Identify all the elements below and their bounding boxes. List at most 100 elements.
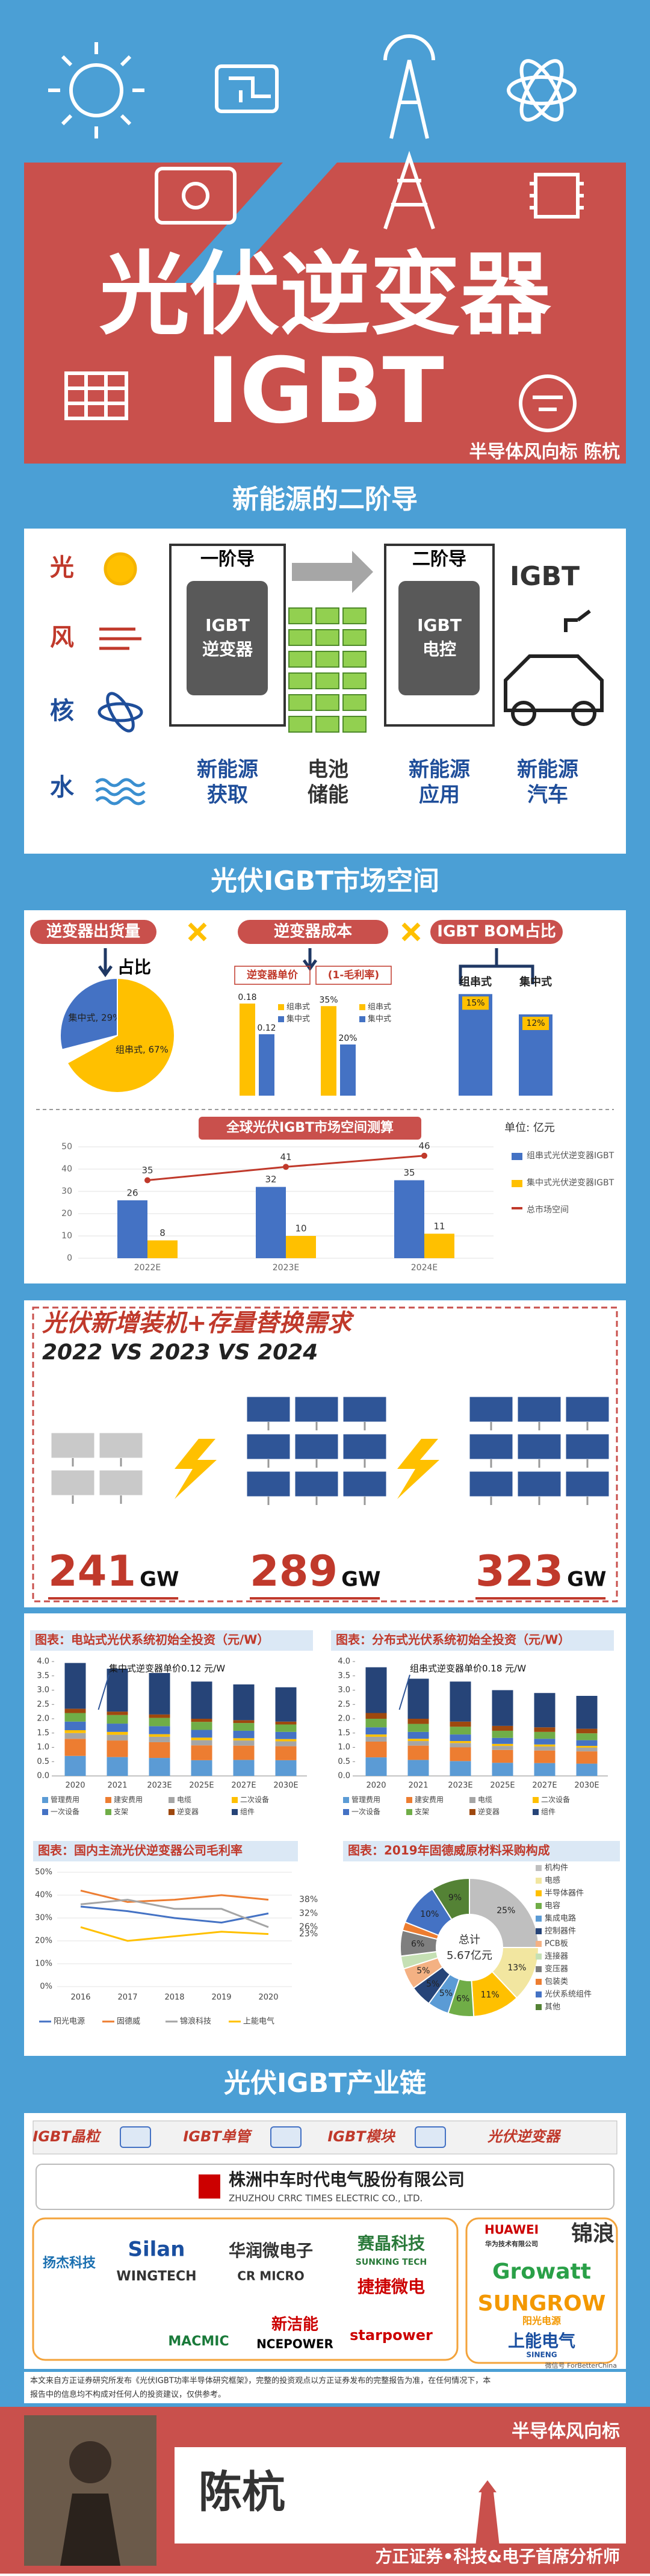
bar-segment bbox=[233, 1730, 255, 1739]
bar-segment bbox=[149, 1742, 170, 1758]
solar-panel bbox=[469, 1396, 513, 1423]
legend-label: 组串式光伏逆变器IGBT bbox=[527, 1151, 614, 1161]
tag-text: IGBT BOM占比 bbox=[437, 923, 556, 941]
battery bbox=[342, 629, 367, 646]
author-name: 陈杭 bbox=[199, 2467, 285, 2518]
legend-label: 阳光电源 bbox=[54, 2017, 85, 2026]
solar-panel bbox=[342, 1396, 387, 1423]
bar-segment bbox=[64, 1739, 86, 1756]
bar-segment bbox=[407, 1678, 429, 1719]
chart-title: (1-毛利率) bbox=[328, 969, 379, 981]
bar-segment bbox=[149, 1714, 170, 1718]
y-tick-label: 20 bbox=[61, 1209, 72, 1218]
legend-label: 一次设备 bbox=[351, 1808, 380, 1816]
legend-label: 变压器 bbox=[545, 1964, 568, 1974]
arrow bbox=[292, 551, 373, 593]
title-frame bbox=[234, 966, 311, 985]
legend-swatch bbox=[359, 1016, 365, 1022]
y-tick-label: 50% bbox=[35, 1868, 52, 1877]
bar-segment bbox=[450, 1721, 471, 1727]
battery bbox=[288, 672, 312, 689]
customer: HUAWEI bbox=[484, 2223, 539, 2237]
y-tick-label: 2.0 bbox=[338, 1715, 350, 1724]
solar-panel bbox=[565, 1471, 610, 1497]
legend-swatch bbox=[169, 1797, 175, 1803]
bar-segment bbox=[191, 1681, 212, 1719]
chain-stages: IGBT晶粒 IGBT单管 IGBT模块 光伏逆变器 bbox=[32, 2126, 562, 2148]
bar-segment bbox=[64, 1709, 86, 1713]
bar bbox=[394, 1180, 424, 1258]
y-tick-label: 2.0 bbox=[37, 1715, 49, 1724]
bar-segment bbox=[275, 1731, 297, 1739]
supplier: CR MICRO bbox=[237, 2269, 304, 2283]
bar-segment bbox=[407, 1741, 429, 1746]
caption: 储能 bbox=[308, 783, 348, 807]
bar-segment bbox=[191, 1737, 212, 1740]
x-tick-label: 2023E bbox=[147, 1781, 172, 1790]
x-tick-label: 2021 bbox=[408, 1781, 428, 1790]
bar-segment bbox=[64, 1733, 86, 1739]
legend-label: 固德威 bbox=[117, 2017, 140, 2026]
battery bbox=[315, 694, 339, 711]
legend-label: 支架 bbox=[114, 1808, 128, 1816]
slice-label: 11% bbox=[481, 1990, 500, 2000]
y-tick-label: 4.0 bbox=[338, 1657, 350, 1666]
chart-title-bg bbox=[343, 1841, 620, 1861]
tag bbox=[30, 920, 156, 944]
legend-swatch bbox=[42, 1797, 48, 1803]
x-tick-label: 2024E bbox=[411, 1263, 438, 1273]
source: 风 bbox=[50, 624, 74, 651]
times-sign bbox=[188, 922, 421, 942]
solar-panel bbox=[517, 1396, 562, 1423]
supplier: 捷捷微电 bbox=[358, 2277, 425, 2297]
legend-label: 电容 bbox=[545, 1901, 560, 1911]
tag-text: 逆变器出货量 bbox=[46, 922, 140, 941]
affiliation: 方正证券•科技&电子首席分析师 bbox=[376, 2547, 620, 2566]
x-tick-label: 2023E bbox=[273, 1263, 299, 1273]
data-label: 32 bbox=[265, 1174, 276, 1185]
bar-segment bbox=[407, 1731, 429, 1739]
bar-segment bbox=[492, 1737, 513, 1744]
customer: SINENG bbox=[526, 2351, 557, 2359]
stage: 光伏逆变器 bbox=[487, 2128, 562, 2145]
bar-segment bbox=[149, 1718, 170, 1727]
legend-label: 机构件 bbox=[545, 1864, 568, 1873]
bar-segment bbox=[450, 1681, 471, 1722]
bar-segment bbox=[365, 1667, 387, 1713]
title-band bbox=[24, 163, 626, 464]
legend-swatch bbox=[533, 1809, 539, 1815]
data-label: 35% bbox=[319, 995, 338, 1005]
slice-label: 组串式, 67% bbox=[116, 1044, 169, 1055]
chip bbox=[398, 581, 480, 695]
legend-label: 逆变器 bbox=[478, 1807, 500, 1816]
y-tick-label: 0.0 bbox=[37, 1772, 49, 1781]
capacity-unit: GW bbox=[341, 1568, 380, 1592]
line bbox=[80, 1889, 269, 1903]
slice-label: 13% bbox=[507, 1963, 526, 1973]
bar-segment bbox=[576, 1728, 598, 1734]
y-tick-label: 0.5 bbox=[37, 1757, 49, 1766]
end-label: 38% bbox=[299, 1895, 318, 1905]
car-icon bbox=[504, 609, 604, 726]
chart-title: 图表：2019年固德威原材料采购构成 bbox=[348, 1843, 550, 1858]
legend-swatch bbox=[359, 1004, 365, 1010]
bar-segment bbox=[191, 1740, 212, 1746]
bar-segment bbox=[107, 1734, 128, 1741]
bar bbox=[340, 1044, 356, 1096]
y-tick-label: 3.5 bbox=[37, 1671, 49, 1680]
legend-swatch bbox=[42, 1809, 48, 1815]
caption: 汽车 bbox=[527, 783, 568, 807]
category-label: 组串式 bbox=[459, 975, 492, 989]
legend-label: 管理费用 bbox=[351, 1795, 380, 1804]
supplier: WINGTECH bbox=[116, 2269, 196, 2284]
solar-panel bbox=[99, 1470, 143, 1496]
crrc-name-en: ZHUZHOU CRRC TIMES ELECTRIC CO., LTD. bbox=[229, 2193, 422, 2204]
legend-label: 一次设备 bbox=[51, 1808, 79, 1816]
legend-swatch bbox=[278, 1016, 284, 1022]
source-icons bbox=[95, 552, 146, 805]
bar-segment bbox=[64, 1663, 86, 1709]
solar-panels bbox=[51, 1396, 610, 1505]
bar-segment bbox=[107, 1757, 128, 1776]
bar-segment bbox=[107, 1740, 128, 1757]
